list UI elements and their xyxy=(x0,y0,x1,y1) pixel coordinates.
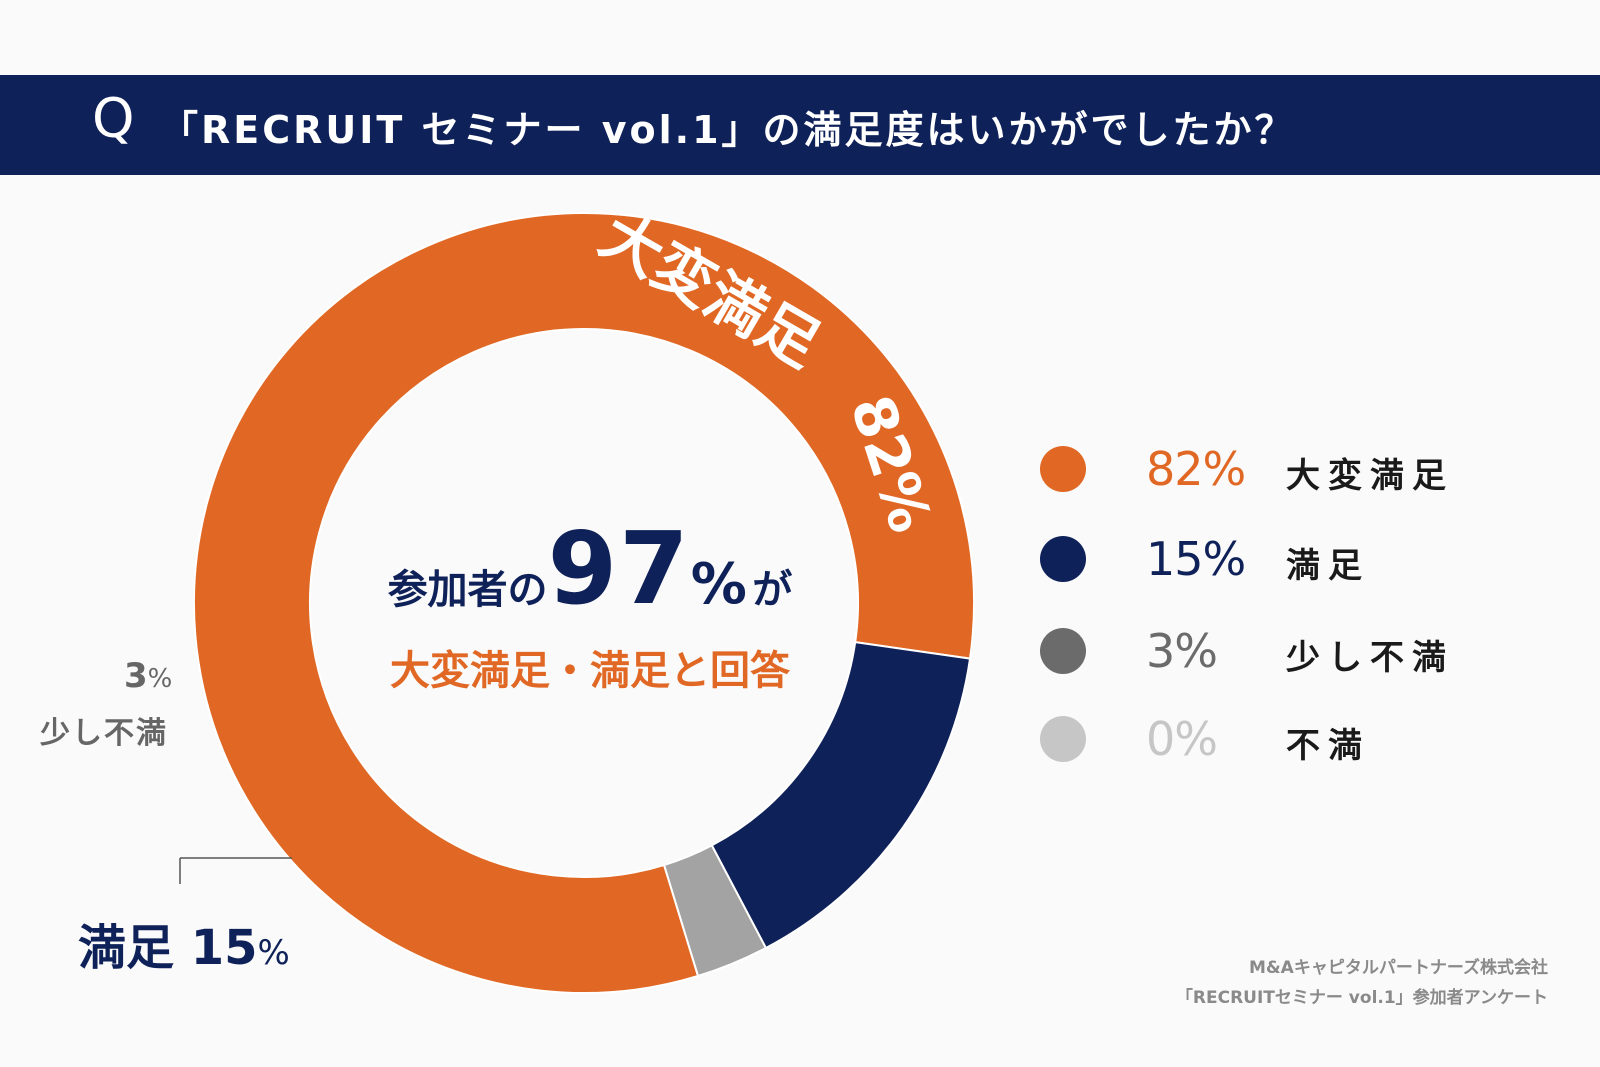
source-credit: M&Aキャピタルパートナーズ株式会社 「RECRUITセミナー vol.1」参加… xyxy=(1176,953,1548,1013)
center-prefix: 参加者の xyxy=(387,567,548,613)
legend-item: 0% 不満 xyxy=(1040,710,1560,770)
source-line-2: 「RECRUITセミナー vol.1」参加者アンケート xyxy=(1175,988,1548,1008)
center-headline: 参加者の97% が xyxy=(330,510,850,627)
satisfied-pct-sign: % xyxy=(257,933,290,973)
satisfied-pct: 15 xyxy=(190,920,258,976)
legend-dot xyxy=(1040,446,1086,492)
center-pct-sign: % xyxy=(690,552,747,617)
center-suffix: が xyxy=(752,567,793,613)
question-mark: Q xyxy=(92,87,135,150)
chart-title: 「RECRUIT セミナー vol.1」の満足度はいかがでしたか？ xyxy=(160,108,1296,152)
center-subline: 大変満足・満足と回答 xyxy=(390,648,790,694)
legend-item: 15% 満足 xyxy=(1040,530,1560,590)
source-line-1: M&Aキャピタルパートナーズ株式会社 xyxy=(1248,958,1548,978)
donut-slice-0 xyxy=(193,212,975,994)
legend-pct: 3% xyxy=(1146,624,1218,678)
donut-slice-2 xyxy=(662,844,768,978)
question-bar: Q 「RECRUIT セミナー vol.1」の満足度はいかがでしたか？ xyxy=(0,75,1600,175)
legend-item: 82% 大変満足 xyxy=(1040,440,1560,500)
legend-pct: 15% xyxy=(1146,532,1246,586)
satisfied-name: 満足 xyxy=(78,920,175,976)
legend-dot xyxy=(1040,628,1086,674)
legend-pct: 82% xyxy=(1146,442,1246,496)
legend-dot xyxy=(1040,536,1086,582)
slice-label-satisfied: 満足 15% xyxy=(78,908,290,978)
legend-label: 不満 xyxy=(1286,726,1370,766)
legend-label: 満足 xyxy=(1286,546,1370,586)
slice-value-slightly-dissatisfied: 3% xyxy=(124,656,172,696)
legend-item: 3% 少し不満 xyxy=(1040,622,1560,682)
slice-label-slightly-dissatisfied: 少し不満 xyxy=(40,716,168,751)
legend-pct: 0% xyxy=(1146,712,1218,766)
center-value: 97 xyxy=(547,510,691,627)
legend-label: 少し不満 xyxy=(1286,638,1454,678)
legend-dot xyxy=(1040,716,1086,762)
slightly-dissatisfied-pct: 3 xyxy=(124,656,148,696)
legend-label: 大変満足 xyxy=(1286,456,1454,496)
slightly-dissatisfied-pct-sign: % xyxy=(147,664,173,694)
